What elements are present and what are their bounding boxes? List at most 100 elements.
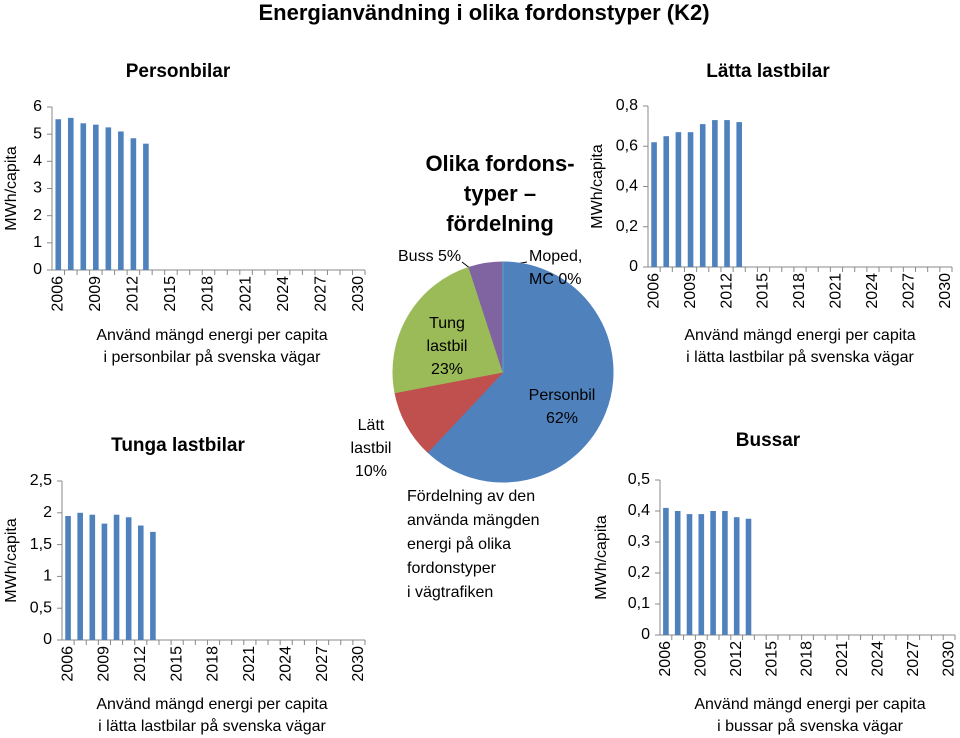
y-tick-label: 0,1 [628, 595, 650, 612]
slice-name: Moped, MC [529, 248, 583, 288]
y-tick-label: 1 [43, 568, 52, 585]
y-tick-label: 0 [629, 258, 638, 275]
x-tick-label: 2012 [718, 273, 735, 309]
slice-name: Personbil [528, 387, 596, 404]
pie-label: Moped, MC 0% [529, 245, 595, 291]
slice-value: 5% [438, 248, 462, 265]
bar [143, 143, 149, 270]
x-tick-label: 2024 [864, 273, 881, 309]
bar [130, 138, 137, 270]
y-tick-label: 2 [33, 207, 42, 224]
x-tick-label: 2021 [828, 273, 845, 309]
y-tick-label: 1 [33, 234, 42, 251]
y-tick-label: 0,8 [616, 97, 638, 114]
x-tick-label: 2009 [682, 273, 699, 309]
x-tick-label: 2015 [755, 273, 772, 309]
x-tick-label: 2030 [350, 646, 367, 682]
bar [55, 119, 62, 270]
x-tick-label: 2012 [132, 646, 149, 682]
bar [113, 514, 120, 640]
bar [80, 123, 87, 270]
bar [651, 142, 657, 267]
bar [118, 131, 124, 270]
x-tick-label: 2009 [693, 641, 710, 677]
y-tick-label: 2,5 [30, 472, 52, 489]
bar [699, 124, 706, 267]
bar [698, 514, 705, 635]
x-tick-label: 2030 [937, 273, 954, 309]
y-tick-label: 0,4 [628, 502, 650, 519]
x-tick-label: 2024 [277, 646, 294, 682]
bar [77, 512, 83, 640]
chart-title: fördelning [446, 211, 554, 236]
y-tick-label: 0,6 [616, 137, 638, 154]
bar [724, 120, 730, 268]
note: Fördelning av den [407, 488, 535, 505]
slice-value: 62% [545, 410, 579, 427]
y-tick-label: 0,5 [628, 471, 650, 488]
bar [733, 517, 740, 635]
x-tick-label: 2006 [59, 646, 76, 682]
x-tick-label: 2006 [49, 276, 66, 312]
bar [93, 124, 99, 271]
y-tick-label: 0,5 [30, 599, 52, 616]
bar [101, 523, 108, 640]
y-tick-label: 2 [43, 504, 52, 521]
x-axis-label: Använd mängd energi per capita [694, 696, 925, 713]
slice-value: 0% [558, 271, 582, 288]
x-tick-label: 2015 [168, 646, 185, 682]
x-tick-label: 2021 [834, 641, 851, 677]
x-tick-label: 2024 [275, 276, 292, 312]
note: fordonstyper [407, 560, 497, 577]
y-tick-label: 0,3 [628, 533, 650, 550]
pie-label: Lätt lastbil 10% [340, 414, 402, 483]
pie-label: Tung lastbil 23% [416, 312, 478, 381]
x-tick-label: 2027 [312, 276, 329, 312]
bar [736, 122, 742, 267]
x-axis-label: Använd mängd energi per capita [684, 327, 915, 344]
bar [150, 531, 156, 640]
x-tick-label: 2009 [87, 276, 104, 312]
note: energi på olika [407, 535, 511, 553]
x-axis-label: i lätta lastbilar på svenska vägar [98, 717, 326, 735]
x-tick-label: 2030 [940, 641, 957, 677]
slice-value: 10% [354, 463, 388, 480]
bar [663, 507, 669, 635]
bar [65, 515, 71, 640]
page-title: Energianvändning i olika fordonstyper (K… [258, 0, 709, 25]
pie-label: Buss 5% [398, 245, 461, 268]
x-tick-label: 2030 [350, 276, 367, 312]
bar [67, 117, 74, 270]
chart-title: Personbilar [126, 61, 231, 82]
y-tick-label: 3 [33, 180, 42, 197]
bar [137, 525, 144, 640]
slice-value: 23% [430, 361, 464, 378]
y-tick-label: 6 [33, 98, 42, 115]
y-axis-label: MWh/capita [593, 515, 610, 600]
bar [105, 127, 112, 270]
note: använda mängden [407, 512, 540, 529]
x-tick-label: 2015 [162, 276, 179, 312]
y-tick-label: 0,4 [616, 178, 638, 195]
y-tick-label: 0 [33, 261, 42, 278]
x-axis-label: i bussar på svenska vägar [717, 717, 904, 735]
bar [722, 511, 728, 635]
chart-title: Lätta lastbilar [706, 61, 830, 82]
chart-title: typer – [464, 181, 536, 206]
x-tick-label: 2021 [237, 276, 254, 312]
y-axis-label: MWh/capita [3, 518, 20, 603]
x-tick-label: 2018 [205, 646, 222, 682]
x-tick-label: 2018 [799, 641, 816, 677]
x-tick-label: 2024 [870, 641, 887, 677]
slice-name: Buss [398, 248, 434, 265]
bar [675, 132, 682, 267]
x-tick-label: 2012 [728, 641, 745, 677]
x-tick-label: 2018 [200, 276, 217, 312]
slice-name: Lätt lastbil [350, 417, 392, 457]
x-tick-label: 2006 [645, 273, 662, 309]
x-tick-label: 2018 [791, 273, 808, 309]
bar [125, 517, 132, 640]
chart-title: Tunga lastbilar [111, 435, 245, 456]
